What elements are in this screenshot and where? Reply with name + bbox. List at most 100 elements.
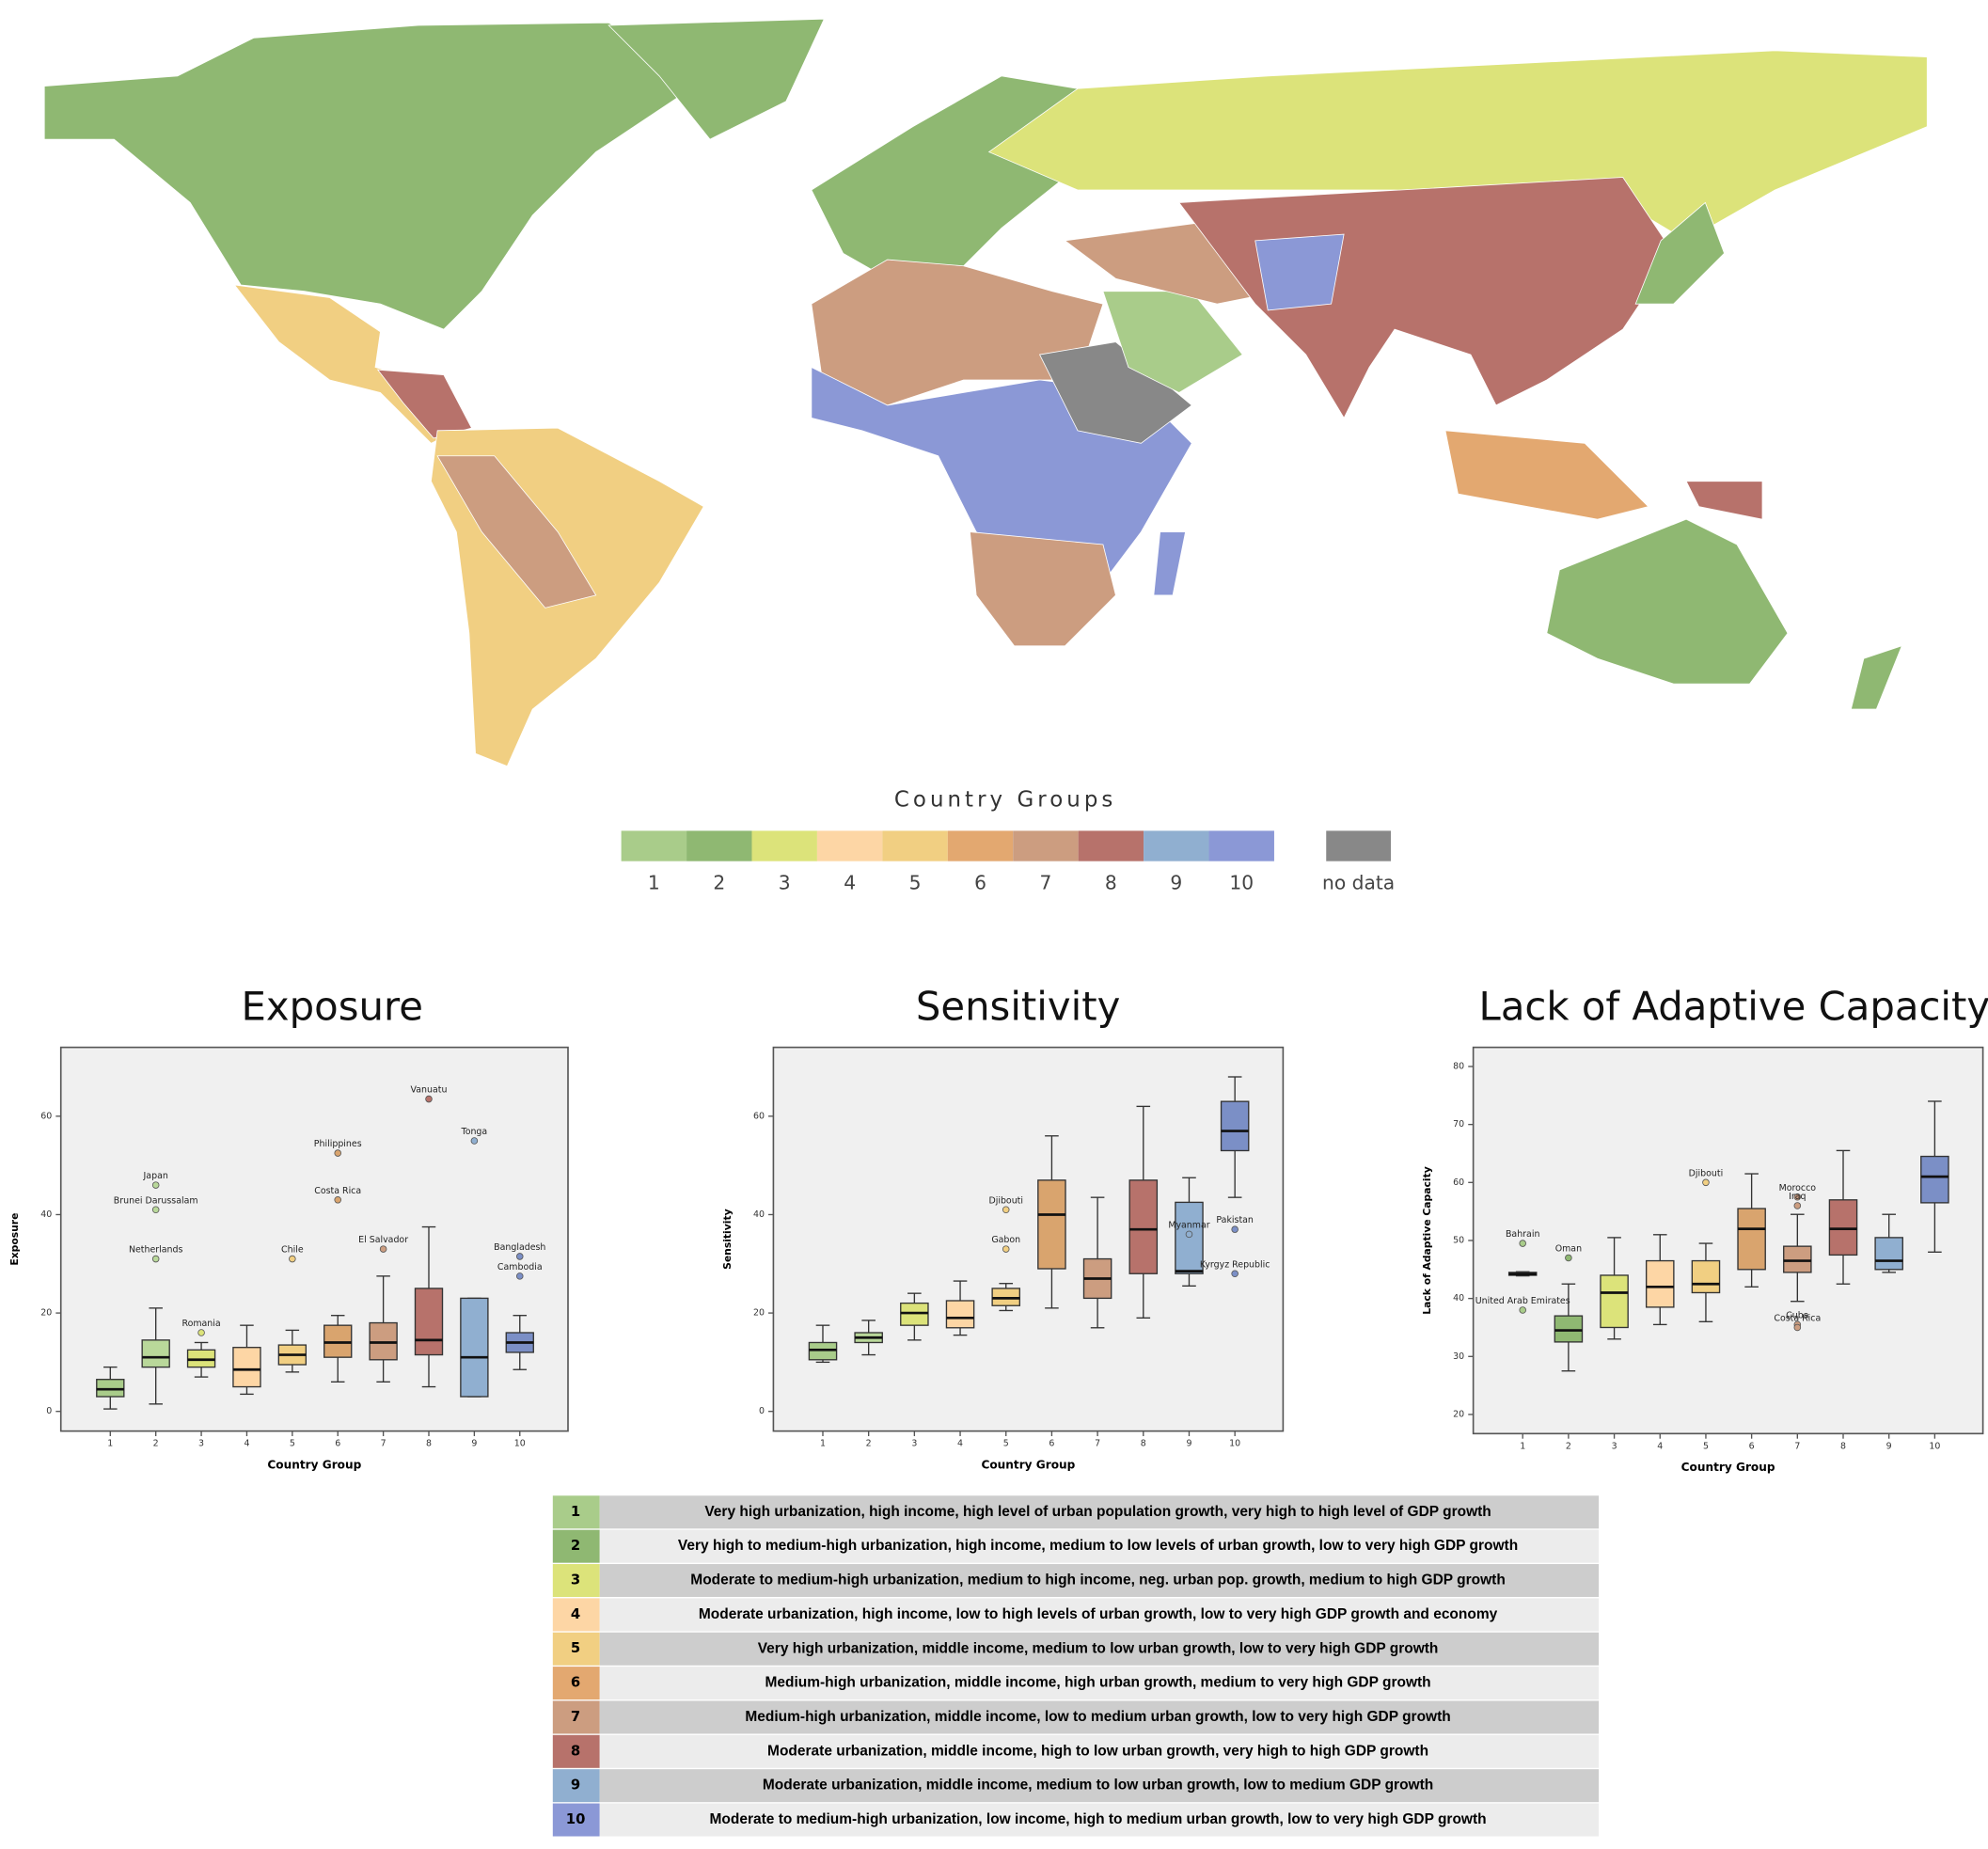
- y-tick-label: 80: [1453, 1061, 1464, 1071]
- legend-label: 4: [844, 871, 856, 893]
- y-tick-label: 0: [759, 1406, 765, 1416]
- group-swatch: [552, 1529, 600, 1563]
- x-tick-label: 2: [1566, 1441, 1571, 1451]
- region: [1850, 645, 1903, 710]
- legend-label: 9: [1170, 871, 1182, 893]
- outlier-label: Gabon: [991, 1235, 1020, 1245]
- x-tick-label: 1: [107, 1439, 113, 1449]
- outlier: [289, 1255, 296, 1263]
- row-bg: [599, 1598, 1600, 1632]
- box: [1554, 1315, 1584, 1343]
- region: [1038, 341, 1192, 444]
- group-description: Medium-high urbanization, middle income,…: [765, 1675, 1430, 1691]
- outlier: [1793, 1323, 1802, 1332]
- box: [1645, 1259, 1675, 1308]
- box: [1691, 1259, 1721, 1294]
- outlier: [197, 1329, 205, 1336]
- outlier: [1002, 1206, 1010, 1214]
- box: [1783, 1245, 1812, 1273]
- outlier: [1231, 1225, 1239, 1233]
- x-tick-label: 2: [866, 1439, 872, 1449]
- x-tick-label: 3: [198, 1439, 204, 1449]
- chart-title: Lack of Adaptive Capacity: [1479, 984, 1988, 1030]
- x-tick-label: 9: [471, 1439, 477, 1449]
- outlier-label: Morocco: [1779, 1183, 1817, 1193]
- x-tick-label: 6: [1749, 1441, 1755, 1451]
- group-swatch: [552, 1564, 600, 1598]
- outlier: [425, 1095, 433, 1103]
- legend-swatch: [1144, 830, 1209, 861]
- group-number: 5: [571, 1640, 580, 1656]
- legend-label: 6: [974, 871, 986, 893]
- legend-swatch: [1208, 830, 1274, 861]
- outlier-label: Chile: [281, 1245, 304, 1256]
- group-number: 7: [571, 1709, 580, 1725]
- y-tick-label: 70: [1453, 1119, 1464, 1130]
- region: [1685, 481, 1763, 520]
- x-tick-label: 7: [381, 1439, 387, 1449]
- plot-area: [772, 1046, 1285, 1432]
- x-tick-label: 1: [1520, 1441, 1525, 1451]
- outlier-label: Romania: [181, 1319, 220, 1329]
- box: [1175, 1201, 1204, 1274]
- box: [1220, 1100, 1250, 1152]
- row-bg: [599, 1803, 1600, 1837]
- group-swatch: [552, 1734, 600, 1768]
- row-bg: [599, 1700, 1600, 1734]
- outlier: [1793, 1193, 1802, 1201]
- group-table: 1 Very high urbanization, high income, hi…: [552, 1495, 1600, 1837]
- legend-swatch: [882, 830, 948, 861]
- row-bg: [599, 1667, 1600, 1700]
- legend-title: Country Groups: [894, 788, 1117, 813]
- region: [1444, 430, 1649, 520]
- legend-label: 3: [779, 871, 791, 893]
- x-tick-label: 3: [1612, 1441, 1617, 1451]
- box: [414, 1288, 444, 1356]
- group-swatch: [552, 1667, 600, 1700]
- row-bg: [599, 1564, 1600, 1598]
- outlier-label: Cambodia: [497, 1262, 543, 1272]
- outlier: [1519, 1240, 1526, 1247]
- x-tick-label: 4: [244, 1439, 249, 1449]
- outlier: [470, 1137, 479, 1145]
- group-description: Moderate to medium-high urbanization, lo…: [710, 1811, 1487, 1827]
- outlier-label: Iraq: [1789, 1192, 1806, 1202]
- legend-swatch: [1326, 830, 1391, 861]
- legend-swatch: [621, 830, 687, 861]
- group-number: 9: [571, 1778, 580, 1794]
- region: [811, 75, 1079, 279]
- legend-label: 10: [1229, 871, 1254, 893]
- y-tick-label: 40: [753, 1209, 765, 1220]
- row-bg: [599, 1632, 1600, 1666]
- outlier: [1793, 1202, 1802, 1209]
- x-tick-label: 7: [1095, 1439, 1100, 1449]
- region: [1153, 531, 1187, 596]
- group-number: 10: [566, 1811, 586, 1827]
- y-tick-label: 40: [1453, 1293, 1464, 1304]
- y-tick-label: 20: [40, 1308, 52, 1319]
- group-description: Moderate urbanization, middle income, me…: [763, 1778, 1433, 1794]
- x-tick-label: 9: [1886, 1441, 1892, 1451]
- outlier-label: Pakistan: [1216, 1215, 1254, 1225]
- outlier: [151, 1255, 160, 1263]
- region: [1546, 518, 1789, 685]
- legend-swatch: [1078, 830, 1144, 861]
- outlier-label: Netherlands: [129, 1245, 183, 1256]
- y-tick-label: 60: [40, 1111, 52, 1121]
- y-tick-label: 60: [753, 1111, 765, 1121]
- y-tick-label: 30: [1453, 1351, 1464, 1362]
- outlier: [379, 1245, 387, 1253]
- region: [1178, 177, 1675, 419]
- outlier: [151, 1206, 160, 1214]
- x-tick-label: 5: [290, 1439, 295, 1449]
- plot-area: [1472, 1046, 1984, 1435]
- y-tick-label: 60: [1453, 1177, 1464, 1188]
- outlier: [515, 1253, 524, 1260]
- group-description: Moderate to medium-high urbanization, me…: [690, 1572, 1505, 1588]
- world-map: [43, 18, 1928, 767]
- x-tick-label: 4: [1657, 1441, 1663, 1451]
- row-bg: [599, 1529, 1600, 1563]
- outlier: [1185, 1230, 1193, 1239]
- x-axis-label: Country Group: [981, 1458, 1075, 1471]
